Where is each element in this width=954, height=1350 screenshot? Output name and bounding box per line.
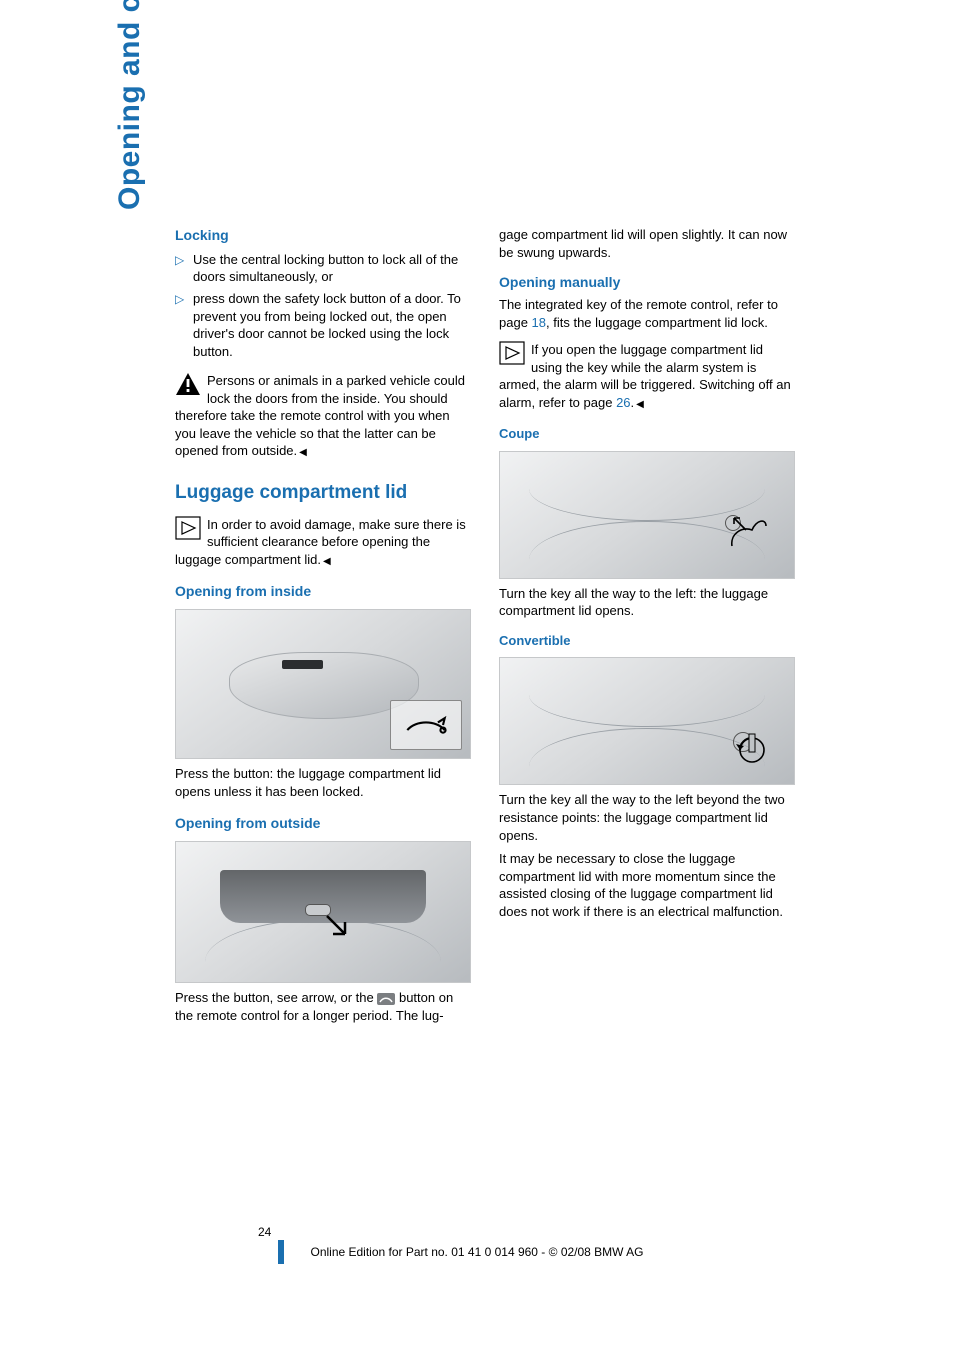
alarm-note-b: .: [631, 395, 644, 410]
key-hand-icon: [726, 510, 770, 554]
coupe-figure: [499, 451, 795, 579]
exterior-figure: [175, 841, 471, 983]
luggage-heading: Luggage compartment lid: [175, 480, 471, 506]
warning-icon: [175, 372, 201, 396]
open-inside-heading: Opening from inside: [175, 582, 471, 601]
trunk-button-icon: [390, 700, 462, 750]
page: Opening and closing Locking Use the cent…: [0, 0, 954, 1350]
interior-figure: [175, 609, 471, 759]
key-turn-icon: [722, 716, 776, 770]
open-manual-text-b: , fits the luggage compartment lid lock.: [546, 315, 768, 330]
coupe-heading: Coupe: [499, 425, 795, 443]
luggage-note-text: In order to avoid damage, make sure ther…: [175, 517, 466, 567]
open-outside-text-a: Press the button, see arrow, or the: [175, 990, 377, 1005]
right-column: gage compartment lid will open slightly.…: [499, 226, 795, 1030]
page-number: 24: [258, 1224, 271, 1240]
info-icon: [499, 341, 525, 365]
open-manual-text: The integrated key of the remote control…: [499, 296, 795, 331]
info-note: In order to avoid damage, make sure ther…: [175, 516, 471, 569]
locking-list: Use the central locking button to lock a…: [175, 251, 471, 364]
trunk-remote-icon: [377, 993, 395, 1005]
convertible-figure: [499, 657, 795, 785]
continuation-text: gage compartment lid will open slightly.…: [499, 226, 795, 261]
info-icon: [175, 516, 201, 540]
convertible-text-1: Turn the key all the way to the left bey…: [499, 791, 795, 844]
warning-text: Persons or animals in a parked vehicle c…: [175, 373, 465, 458]
convertible-heading: Convertible: [499, 632, 795, 650]
open-inside-text: Press the button: the luggage compartmen…: [175, 765, 471, 800]
list-item: Use the central locking button to lock a…: [175, 251, 471, 286]
convertible-text-2: It may be necessary to close the luggage…: [499, 850, 795, 920]
section-tab: Opening and closing: [110, 0, 151, 210]
alarm-note-a: If you open the luggage compartment lid …: [499, 342, 791, 410]
locking-heading: Locking: [175, 226, 471, 245]
list-item: press down the safety lock button of a d…: [175, 290, 471, 360]
alarm-note: If you open the luggage compartment lid …: [499, 341, 795, 411]
coupe-text: Turn the key all the way to the left: th…: [499, 585, 795, 620]
open-outside-text: Press the button, see arrow, or the butt…: [175, 989, 471, 1024]
footer-text: Online Edition for Part no. 01 41 0 014 …: [0, 1244, 954, 1260]
content-columns: Locking Use the central locking button t…: [175, 226, 795, 1030]
page-ref-26[interactable]: 26: [616, 395, 630, 410]
open-outside-heading: Opening from outside: [175, 814, 471, 833]
open-manual-heading: Opening manually: [499, 273, 795, 292]
left-column: Locking Use the central locking button t…: [175, 226, 471, 1030]
page-ref-18[interactable]: 18: [532, 315, 546, 330]
warning-note: Persons or animals in a parked vehicle c…: [175, 372, 471, 460]
alarm-note-text: If you open the luggage compartment lid …: [499, 342, 791, 410]
arrow-icon: [323, 912, 353, 942]
